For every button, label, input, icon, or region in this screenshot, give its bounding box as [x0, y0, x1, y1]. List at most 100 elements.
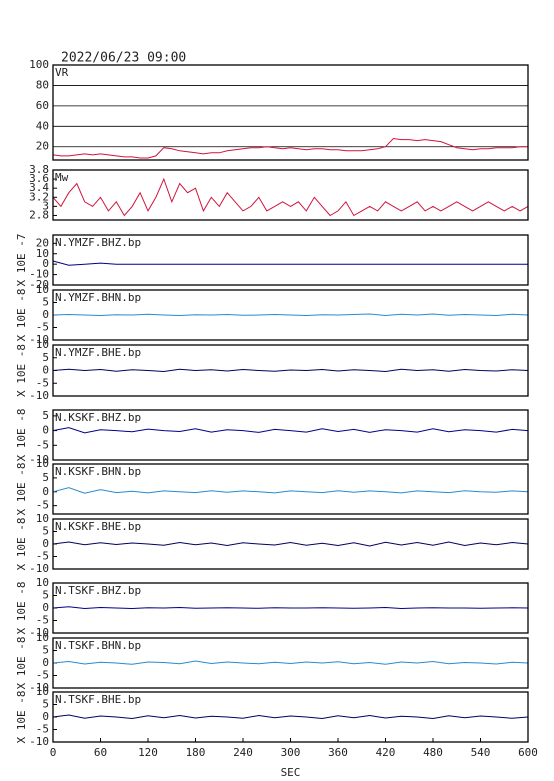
- line-series: [52, 313, 529, 317]
- y-tick-label: 5: [42, 589, 49, 602]
- y-tick-label: 80: [36, 78, 49, 91]
- panel-label: N.YMZF.BHZ.bp: [55, 236, 141, 249]
- y-tick-label: 10: [36, 457, 49, 470]
- panel-label: VR: [55, 66, 69, 79]
- line-series: [52, 368, 529, 373]
- line-series: [52, 541, 529, 547]
- x-tick-label: 480: [423, 746, 443, 759]
- y-tick-label: 3.6: [29, 172, 49, 185]
- y-axis-label: X 10E -8: [15, 518, 28, 571]
- panel-label: N.KSKF.BHN.bp: [55, 465, 141, 478]
- x-tick-label: 120: [138, 746, 158, 759]
- y-tick-label: 2.8: [29, 208, 49, 221]
- y-tick-label: 0: [42, 485, 49, 498]
- y-tick-label: -5: [36, 499, 49, 512]
- y-tick-label: 100: [29, 58, 49, 71]
- y-tick-label: -10: [29, 562, 49, 575]
- line-series: [52, 660, 529, 665]
- panel-frame: [52, 582, 529, 634]
- y-tick-label: 5: [42, 409, 49, 422]
- panel-frame: [52, 169, 529, 221]
- y-tick-label: -5: [36, 669, 49, 682]
- y-tick-label: 10: [36, 685, 49, 698]
- y-tick-label: 3.8: [29, 163, 49, 176]
- y-tick-label: 3.2: [29, 190, 49, 203]
- y-axis-label: X 10E -8: [15, 582, 28, 635]
- y-tick-label: 10: [36, 338, 49, 351]
- panel-label: N.TSKF.BHN.bp: [55, 639, 141, 652]
- y-tick-label: 20: [36, 236, 49, 249]
- y-tick-label: 0: [42, 656, 49, 669]
- line-series: [52, 487, 529, 494]
- y-tick-label: 10: [36, 631, 49, 644]
- y-tick-label: 0: [42, 257, 49, 270]
- y-tick-label: 0: [42, 601, 49, 614]
- y-tick-label: 5: [42, 698, 49, 711]
- y-tick-label: -20: [29, 278, 49, 291]
- y-axis-label: X 10E -8: [15, 691, 28, 744]
- x-tick-label: 240: [233, 746, 253, 759]
- y-tick-label: -10: [29, 735, 49, 748]
- x-tick-label: 180: [186, 746, 206, 759]
- y-tick-label: 0: [42, 710, 49, 723]
- y-tick-label: 60: [36, 99, 49, 112]
- panel-frame: [52, 518, 529, 570]
- panel-label: N.TSKF.BHZ.bp: [55, 584, 141, 597]
- y-tick-label: -5: [36, 614, 49, 627]
- y-tick-label: 10: [36, 576, 49, 589]
- line-series: [52, 606, 529, 610]
- line-series: [52, 177, 529, 217]
- y-tick-label: 0: [42, 537, 49, 550]
- y-tick-label: -10: [29, 333, 49, 346]
- line-series: [52, 137, 528, 159]
- panel-frame: [52, 64, 529, 161]
- panel-frame: [52, 344, 529, 397]
- y-tick-label: -10: [29, 626, 49, 639]
- y-axis-label: X 10E -7: [15, 234, 28, 287]
- y-tick-label: 10: [36, 512, 49, 525]
- x-tick-label: 60: [94, 746, 107, 759]
- panel-label: Mw: [55, 171, 69, 184]
- y-axis-label: X 10E -8: [15, 409, 28, 462]
- y-tick-label: -10: [29, 681, 49, 694]
- panel-frame: [52, 463, 529, 515]
- y-tick-label: 5: [42, 471, 49, 484]
- x-tick-label: 420: [376, 746, 396, 759]
- y-tick-label: -5: [36, 321, 49, 334]
- y-axis-label: X 10E -8: [15, 463, 28, 516]
- panel-frame: [52, 289, 529, 341]
- panel-frame: [52, 234, 529, 286]
- y-tick-label: 5: [42, 351, 49, 364]
- x-axis-label: SEC: [281, 766, 301, 779]
- y-tick-label: -10: [29, 453, 49, 466]
- x-tick-label: 360: [328, 746, 348, 759]
- chart-title: 2022/06/23 09:00: [61, 51, 186, 66]
- y-tick-label: 0: [42, 424, 49, 437]
- y-tick-label: 10: [36, 247, 49, 260]
- y-tick-label: -5: [36, 438, 49, 451]
- panel-frame: [52, 637, 529, 689]
- x-tick-label: 300: [281, 746, 301, 759]
- y-tick-label: -5: [36, 723, 49, 736]
- y-axis-label: X 10E -8: [15, 637, 28, 690]
- line-series: [52, 714, 529, 720]
- y-tick-label: 3: [42, 199, 49, 212]
- line-series: [52, 260, 528, 266]
- y-axis-label: X 10E -8: [15, 289, 28, 342]
- y-tick-label: 0: [42, 308, 49, 321]
- panel-label: N.YMZF.BHE.bp: [55, 346, 141, 359]
- y-tick-label: 5: [42, 525, 49, 538]
- y-tick-label: -5: [36, 376, 49, 389]
- y-tick-label: 3.4: [29, 181, 49, 194]
- y-tick-label: -5: [36, 550, 49, 563]
- panel-frame: [52, 409, 529, 461]
- y-tick-label: 0: [42, 364, 49, 377]
- y-tick-label: 5: [42, 644, 49, 657]
- panel-label: N.TSKF.BHE.bp: [55, 693, 141, 706]
- panel-label: N.YMZF.BHN.bp: [55, 291, 141, 304]
- y-tick-label: 5: [42, 296, 49, 309]
- panel-label: N.KSKF.BHE.bp: [55, 520, 141, 533]
- y-tick-label: 40: [36, 119, 49, 132]
- line-series: [52, 427, 529, 434]
